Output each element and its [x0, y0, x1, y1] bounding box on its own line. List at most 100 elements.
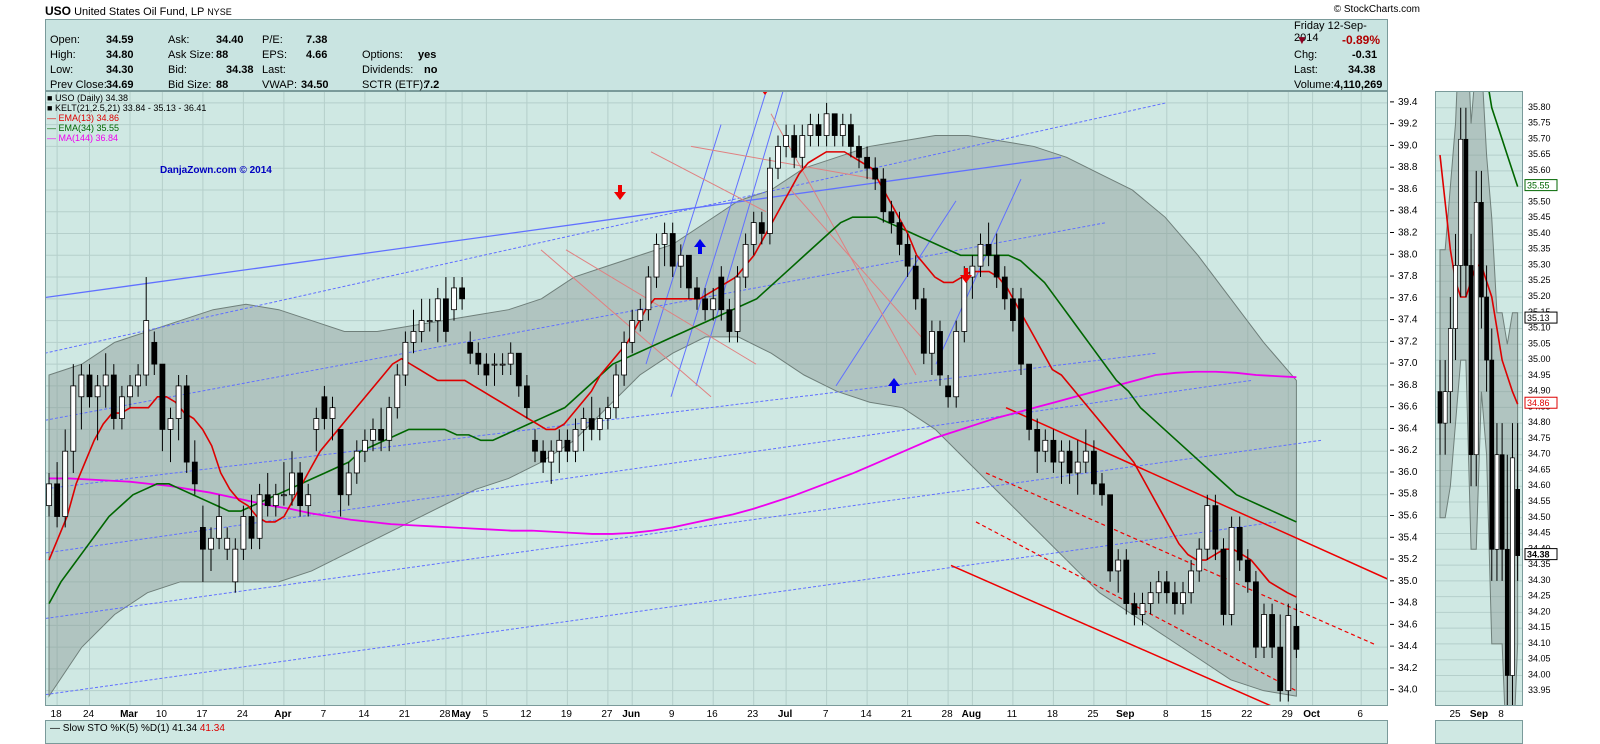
mini-candle — [1510, 423, 1515, 705]
price-tick-label: 35.2 — [1398, 554, 1418, 565]
candle — [767, 157, 773, 245]
candle-body-up — [1196, 548, 1203, 572]
candle-body-down — [1001, 276, 1008, 300]
candle — [248, 494, 255, 550]
candle — [119, 385, 125, 430]
date-tick-label: Jun — [622, 709, 640, 720]
candle — [653, 233, 660, 288]
mini-candle-body-down — [1515, 489, 1520, 556]
candle-body-up — [127, 385, 133, 398]
candle-body-up — [775, 146, 781, 169]
candle-body-down — [248, 516, 255, 539]
legend-ma144-text: MA(144) 36.84 — [58, 133, 119, 143]
candle — [1269, 603, 1275, 659]
candle-body-up — [929, 331, 935, 354]
candle — [183, 375, 190, 473]
candle-body-up — [969, 265, 976, 278]
mini-ema13-line — [1439, 154, 1519, 405]
channel-line-blue — [46, 439, 1322, 619]
mini-stochastic-panel — [1435, 720, 1523, 744]
candle — [394, 364, 401, 419]
candle-body-down — [378, 429, 385, 441]
date-tick-label: 9 — [669, 709, 675, 720]
mini-candle — [1458, 107, 1464, 297]
candle-body-up — [710, 298, 717, 311]
options-label: Options: — [362, 49, 403, 61]
candle — [289, 451, 295, 506]
mini-price-tick-label: 35.35 — [1528, 244, 1551, 254]
date-tick-label: Aug — [962, 709, 981, 720]
date-tick-label: 28 — [942, 709, 954, 720]
candle-body-up — [637, 309, 644, 321]
mini-price-tick-label: 34.35 — [1528, 559, 1551, 569]
candle — [329, 396, 336, 441]
date-tick-label: 5 — [483, 709, 489, 720]
symbol: USO — [45, 4, 72, 18]
candle — [1172, 581, 1178, 615]
candle-body-up — [386, 407, 393, 441]
candle — [580, 407, 587, 452]
candle-body-up — [1058, 450, 1065, 463]
candle-body-down — [1034, 429, 1041, 452]
candle — [864, 146, 870, 180]
candle-body-down — [540, 450, 547, 463]
candle — [191, 440, 198, 495]
candle — [1091, 440, 1097, 495]
mini-candle-body-down — [1484, 296, 1489, 361]
date-tick-label: 19 — [561, 709, 573, 720]
price-tick-label: 39.4 — [1398, 97, 1418, 108]
candle — [758, 211, 765, 245]
candle-body-up — [1155, 581, 1162, 594]
candle — [1026, 363, 1032, 441]
candle — [1099, 472, 1105, 506]
candle-body-down — [86, 374, 93, 398]
candle — [321, 385, 328, 430]
buy-arrow-icon — [888, 378, 900, 393]
mini-price-tick-label: 35.05 — [1528, 338, 1551, 348]
price-tick-label: 37.6 — [1398, 293, 1418, 304]
candle — [1034, 418, 1041, 473]
candle-body-up — [1261, 614, 1267, 648]
candle-body-up — [1074, 461, 1081, 474]
fan-line-red — [650, 151, 767, 213]
candle-body-up — [175, 385, 182, 419]
downtrend-upper-red — [1005, 406, 1387, 580]
candle — [953, 320, 960, 408]
candle — [1220, 538, 1227, 626]
candle-body-up — [823, 113, 830, 136]
mini-price-tick-label: 34.55 — [1528, 496, 1551, 506]
candle — [256, 483, 263, 550]
ask-value: 34.40 — [216, 34, 244, 46]
candle — [491, 353, 498, 386]
mini-date-tick-label: Sep — [1470, 709, 1488, 720]
candle — [1147, 581, 1154, 615]
candle-body-down — [880, 178, 887, 213]
price-tick-label: 37.0 — [1398, 358, 1418, 369]
mini-candle-body-up — [1442, 391, 1448, 424]
candle — [629, 309, 636, 354]
last2-label: Last: — [1294, 64, 1318, 76]
ask-label: Ask: — [168, 34, 190, 46]
legend-main: ■ USO (Daily) 34.38 — [47, 93, 128, 103]
candle — [159, 363, 166, 452]
mini-candle — [1468, 233, 1474, 487]
volume-value: 4,110,269 — [1334, 79, 1383, 91]
candle-body-down — [1220, 548, 1227, 615]
candle — [848, 113, 854, 158]
date-tick-label: Jul — [778, 709, 793, 720]
candle-body-up — [1042, 439, 1049, 452]
candle-body-up — [734, 276, 741, 332]
mini-price-tick-label: 34.90 — [1528, 386, 1551, 396]
mini-candle — [1463, 107, 1469, 297]
candle — [523, 375, 530, 419]
stochastic-panel: — Slow STO %K(5) %D(1) 41.34 41.34 — [45, 720, 1388, 744]
candle — [386, 396, 393, 452]
candle — [1293, 603, 1300, 659]
candle — [564, 429, 571, 463]
candle-body-down — [937, 331, 943, 376]
stochastic-legend: — Slow STO %K(5) %D(1) 41.34 41.34 — [50, 723, 225, 734]
candle — [1212, 494, 1219, 561]
mini-value-tag — [1524, 179, 1558, 192]
candle — [305, 483, 312, 517]
candle-body-up — [1228, 526, 1235, 615]
